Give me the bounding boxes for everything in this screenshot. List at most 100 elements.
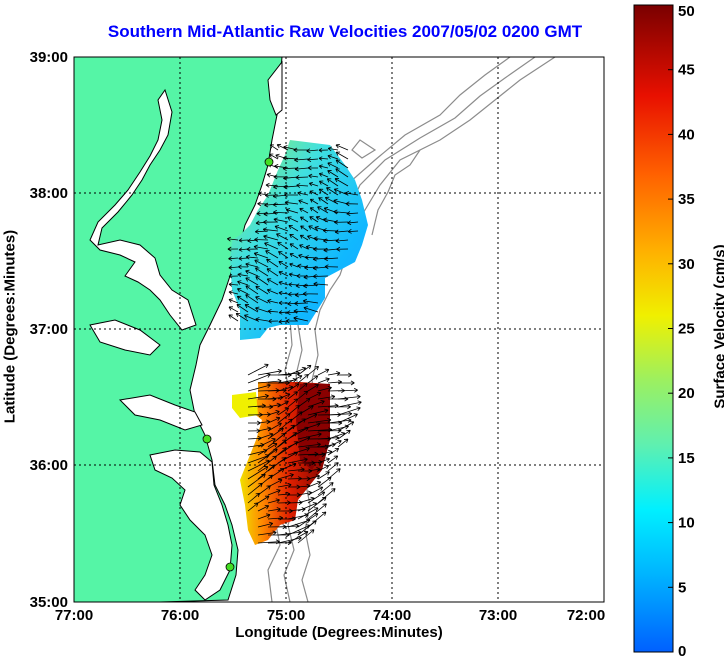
velocity-arrow: [265, 182, 279, 188]
velocity-arrow: [327, 154, 339, 160]
velocity-arrow: [308, 173, 319, 179]
velocity-arrow: [266, 268, 279, 277]
velocity-arrow: [337, 413, 358, 424]
velocity-arrow: [257, 443, 278, 456]
velocity-arrow: [318, 188, 329, 196]
velocity-arrow: [304, 265, 319, 270]
velocity-arrow: [235, 312, 249, 322]
velocity-arrow: [267, 422, 282, 432]
velocity-arrow: [264, 192, 279, 198]
velocity-arrow: [267, 410, 280, 416]
velocity-arrow: [267, 439, 287, 456]
velocity-arrow: [327, 162, 339, 169]
velocity-arrow: [335, 238, 349, 244]
velocity-arrow: [253, 244, 269, 250]
velocity-arrow: [287, 391, 298, 400]
velocity-arrow: [267, 427, 284, 440]
velocity-arrow: [293, 147, 309, 153]
velocity-arrow: [238, 238, 249, 243]
colorbar-tick-label: 10: [678, 515, 695, 532]
velocity-arrow: [288, 225, 299, 232]
north-velocity-field: [230, 140, 368, 340]
velocity-arrow: [337, 429, 351, 440]
velocity-arrow: [288, 272, 299, 277]
velocity-arrow: [297, 442, 321, 448]
velocity-arrow: [266, 258, 279, 268]
velocity-arrow: [299, 207, 309, 214]
velocity-arrow: [289, 233, 299, 241]
velocity-arrow: [255, 267, 269, 277]
grid-lines: [74, 57, 604, 602]
velocity-arrow: [300, 225, 309, 232]
velocity-arrow: [247, 492, 261, 504]
velocity-arrow: [304, 255, 319, 260]
velocity-arrow: [245, 262, 259, 268]
velocity-arrow: [299, 234, 309, 241]
velocity-arrow: [283, 184, 299, 190]
colorbar-tick-label: 25: [678, 321, 695, 338]
velocity-arrow: [247, 466, 269, 480]
y-tick-label: 39:00: [30, 49, 68, 66]
velocity-arrow: [335, 159, 349, 169]
velocity-arrow: [257, 513, 271, 520]
velocity-arrow: [236, 303, 249, 313]
velocity-arrow: [317, 476, 332, 488]
y-tick-label: 38:00: [30, 185, 68, 202]
velocity-arrow: [289, 253, 299, 259]
velocity-arrow: [247, 373, 271, 384]
velocity-arrow: [266, 288, 279, 295]
y-tick-label: 35:00: [30, 594, 68, 611]
velocity-arrow: [228, 314, 239, 322]
colorbar-tick-label: 15: [678, 450, 695, 467]
velocity-arrow: [245, 254, 259, 260]
velocity-arrow: [327, 170, 339, 178]
velocity-arrow: [297, 432, 322, 440]
velocity-arrow: [326, 178, 339, 187]
velocity-arrow: [307, 375, 319, 384]
velocity-arrow: [335, 143, 349, 151]
velocity-arrow: [298, 199, 309, 205]
velocity-arrow: [318, 156, 329, 161]
velocity-arrow: [324, 264, 339, 270]
y-tick-label: 36:00: [30, 457, 68, 474]
velocity-arrow: [257, 438, 276, 448]
velocity-arrow: [308, 182, 319, 187]
velocity-arrow: [337, 380, 355, 386]
velocity-arrow: [267, 498, 280, 504]
radar-station-marker: [264, 157, 274, 167]
velocity-arrow: [297, 513, 319, 528]
velocity-arrow: [247, 383, 271, 392]
velocity-arrow: [277, 418, 293, 432]
velocity-arrow: [277, 400, 289, 408]
velocity-arrow: [237, 280, 249, 286]
chesapeake-bay: [89, 88, 197, 331]
velocity-arrow: [317, 471, 330, 480]
velocity-arrow: [274, 225, 289, 232]
velocity-arrow: [303, 306, 319, 313]
velocity-arrow: [287, 383, 300, 392]
velocity-arrow: [294, 166, 309, 172]
x-tick-label: 77:00: [55, 607, 93, 624]
plot-frame: [73, 56, 605, 603]
velocity-arrow: [272, 202, 289, 208]
velocity-arrow: [287, 531, 309, 544]
velocity-arrow: [307, 496, 327, 512]
y-tick-label: 37:00: [30, 321, 68, 338]
colorbar-tick-label: 45: [678, 62, 695, 79]
velocity-arrow: [238, 256, 249, 261]
velocity-arrow: [307, 408, 329, 416]
velocity-arrow: [309, 216, 319, 223]
x-tick-label: 76:00: [161, 607, 199, 624]
velocity-vectors: [226, 143, 362, 546]
velocity-arrow: [245, 277, 259, 286]
velocity-arrow: [346, 211, 359, 216]
velocity-arrow: [256, 211, 269, 216]
velocity-arrow: [317, 394, 336, 400]
x-tick-label: 74:00: [373, 607, 411, 624]
velocity-arrow: [277, 441, 299, 456]
velocity-arrow: [327, 371, 341, 376]
velocity-arrow: [335, 151, 349, 160]
velocity-arrow: [254, 259, 269, 268]
colorbar-tick-label: 40: [678, 126, 695, 143]
